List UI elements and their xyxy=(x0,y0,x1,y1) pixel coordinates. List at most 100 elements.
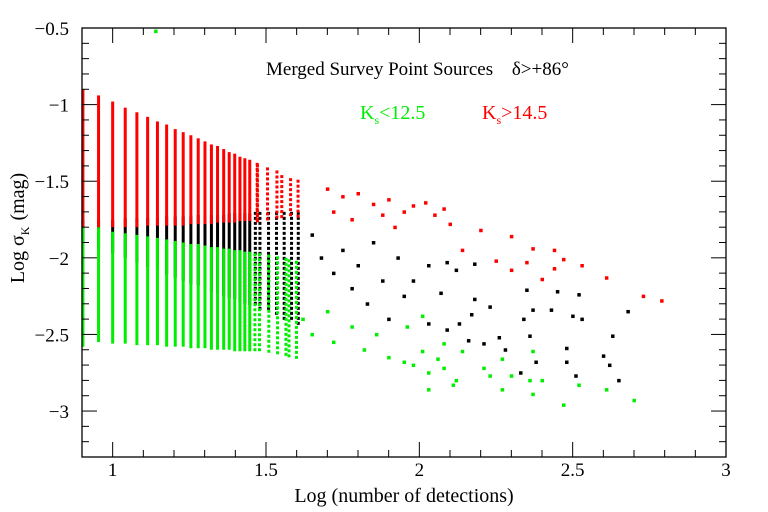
data-point xyxy=(420,349,425,354)
column-bright xyxy=(248,251,252,352)
column-middle xyxy=(258,231,262,235)
column-bright xyxy=(258,313,262,317)
column-middle xyxy=(253,216,257,220)
column-middle xyxy=(258,211,262,215)
column-bright xyxy=(294,340,298,344)
data-point xyxy=(531,247,535,251)
column-bright xyxy=(284,272,288,276)
column-middle xyxy=(296,241,300,245)
column-faint xyxy=(255,204,259,208)
column-faint xyxy=(266,207,270,211)
data-point xyxy=(503,348,508,352)
column-faint xyxy=(222,149,226,223)
column-bright xyxy=(294,300,298,304)
column-bright xyxy=(294,320,298,324)
column-middle xyxy=(282,276,286,280)
column-bright xyxy=(287,289,291,293)
column-bright xyxy=(294,295,298,299)
column-bright xyxy=(284,262,288,266)
column-bright xyxy=(294,310,298,314)
column-bright xyxy=(276,261,280,265)
column-bright xyxy=(294,280,298,284)
data-point xyxy=(319,256,324,260)
column-middle xyxy=(290,266,294,270)
column-bright xyxy=(276,301,280,305)
column-middle xyxy=(282,291,286,295)
data-point xyxy=(362,348,367,352)
column-middle xyxy=(296,301,300,305)
column-middle xyxy=(296,256,300,260)
column-bright xyxy=(276,346,280,350)
plot-frame xyxy=(81,27,727,458)
column-middle xyxy=(290,256,294,260)
data-point xyxy=(488,374,492,378)
data-point xyxy=(374,332,379,337)
data-point xyxy=(509,374,514,378)
data-point xyxy=(574,374,578,378)
column-middle xyxy=(290,236,294,240)
column-bright xyxy=(284,257,288,261)
column-bright xyxy=(267,339,271,343)
data-point xyxy=(411,279,416,283)
data-point xyxy=(405,325,410,329)
data-point xyxy=(531,392,535,397)
column-faint xyxy=(296,199,300,203)
column-bright xyxy=(267,329,271,333)
column-middle xyxy=(296,211,300,215)
data-point xyxy=(445,328,449,332)
column-bright xyxy=(294,315,298,319)
column-faint xyxy=(266,192,270,196)
column-bright xyxy=(258,263,262,267)
column-bright xyxy=(258,278,262,282)
data-point xyxy=(411,363,416,368)
column-bright xyxy=(258,283,262,287)
column-middle xyxy=(267,281,271,285)
column-middle xyxy=(296,291,300,295)
data-point xyxy=(540,378,544,383)
column-middle xyxy=(296,231,300,235)
data-point xyxy=(325,187,330,191)
column-middle xyxy=(296,246,300,250)
column-faint xyxy=(280,200,284,204)
data-point xyxy=(525,260,529,265)
data-point xyxy=(460,349,465,354)
column-faint xyxy=(81,89,85,228)
column-middle xyxy=(282,246,286,250)
data-point xyxy=(571,314,575,319)
data-point xyxy=(448,222,452,227)
x-tick-label: 3 xyxy=(721,460,731,481)
column-middle xyxy=(296,321,300,325)
column-bright xyxy=(253,308,257,312)
column-bright xyxy=(258,318,262,322)
column-middle xyxy=(267,241,271,245)
column-bright xyxy=(294,265,298,269)
column-faint xyxy=(289,213,293,217)
column-middle xyxy=(275,236,279,240)
column-faint xyxy=(275,190,279,194)
column-faint xyxy=(266,177,270,181)
column-faint xyxy=(280,175,284,179)
column-middle xyxy=(290,261,294,265)
column-bright xyxy=(267,284,271,288)
y-tick-label: −3 xyxy=(49,402,69,423)
column-bright xyxy=(238,250,242,352)
column-middle xyxy=(296,226,300,230)
data-point xyxy=(604,388,609,392)
column-middle xyxy=(296,276,300,280)
data-point xyxy=(420,314,425,319)
data-point xyxy=(565,346,569,351)
column-bright xyxy=(146,236,150,346)
x-tick-label: 2 xyxy=(415,460,425,481)
column-bright xyxy=(253,293,257,297)
data-point xyxy=(350,218,354,222)
column-middle xyxy=(296,316,300,320)
column-bright xyxy=(287,334,291,338)
column-bright xyxy=(267,259,271,263)
data-point xyxy=(509,268,514,273)
column-bright xyxy=(267,279,271,283)
column-bright xyxy=(284,277,288,281)
column-bright xyxy=(276,341,280,345)
column-bright xyxy=(267,349,271,353)
column-middle xyxy=(267,251,271,255)
column-middle xyxy=(290,311,294,315)
